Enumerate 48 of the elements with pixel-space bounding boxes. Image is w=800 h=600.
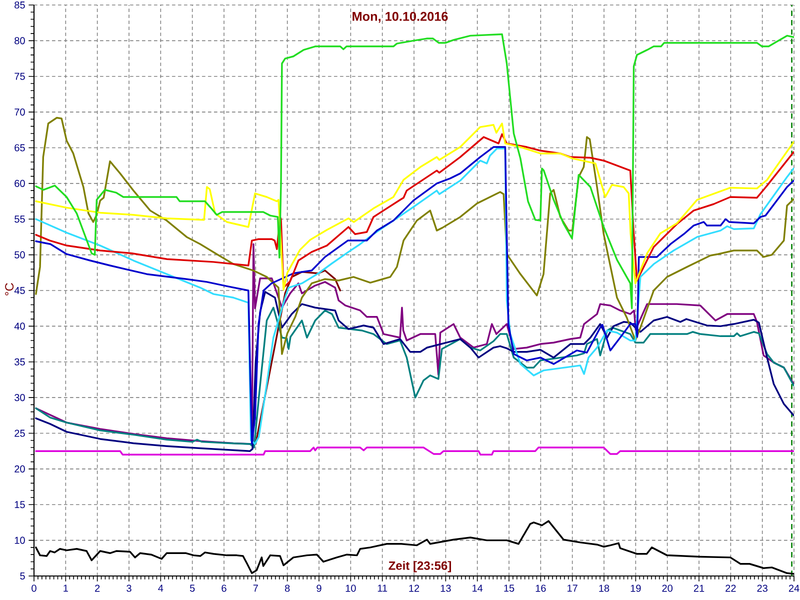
- y-tick-label: 80: [14, 37, 25, 44]
- x-tick-label: 11: [378, 584, 388, 592]
- y-tick-label: 35: [14, 358, 25, 366]
- x-tick-label: 2: [95, 584, 100, 592]
- line-series: [254, 270, 342, 445]
- y-tick-label: 30: [14, 394, 25, 402]
- x-tick-label: 10: [346, 584, 356, 592]
- x-tick-label: 24: [788, 584, 800, 592]
- y-tick-label: 65: [14, 144, 25, 152]
- y-tick-label: 85: [14, 1, 25, 9]
- x-tick-label: 22: [726, 584, 736, 592]
- y-tick-label: 50: [14, 251, 25, 258]
- chart-title: Mon, 10.10.2016: [352, 12, 448, 23]
- x-tick-label: 4: [158, 584, 164, 592]
- x-tick-label: 8: [284, 584, 290, 592]
- x-tick-label: 7: [253, 584, 258, 592]
- x-tick-label: 15: [504, 584, 514, 592]
- line-series: [35, 116, 794, 355]
- x-tick-label: 5: [190, 584, 195, 592]
- line-series: [35, 446, 794, 456]
- x-tick-label: 13: [440, 584, 451, 592]
- x-tick-label: 0: [32, 584, 36, 592]
- x-tick-label: 9: [316, 584, 322, 592]
- x-tick-label: 12: [409, 584, 420, 592]
- y-tick-label: 25: [14, 430, 25, 437]
- x-tick-label: 17: [568, 584, 578, 592]
- y-axis-title: °C: [5, 283, 14, 296]
- y-tick-label: 70: [14, 108, 25, 116]
- y-tick-label: 75: [14, 72, 25, 80]
- x-tick-label: 1: [64, 584, 68, 592]
- x-tick-label: 21: [694, 584, 704, 592]
- x-tick-label: 3: [126, 584, 132, 592]
- y-tick-label: 40: [14, 322, 25, 330]
- x-tick-label: 19: [630, 584, 641, 592]
- y-tick-label: 20: [14, 465, 25, 472]
- x-tick-label: 16: [536, 584, 546, 592]
- y-tick-label: 55: [14, 216, 25, 223]
- x-axis-title: Zeit [23:56]: [388, 561, 451, 572]
- x-tick-label: 23: [757, 584, 768, 592]
- y-tick-label: 60: [14, 180, 25, 187]
- y-tick-label: 15: [14, 501, 25, 508]
- y-tick-label: 5: [20, 572, 25, 580]
- x-tick-label: 18: [599, 584, 610, 592]
- x-tick-label: 20: [662, 584, 673, 592]
- x-tick-label: 14: [472, 584, 483, 592]
- y-tick-label: 10: [14, 536, 25, 544]
- x-tick-label: 6: [222, 584, 226, 592]
- y-tick-label: 45: [14, 287, 25, 294]
